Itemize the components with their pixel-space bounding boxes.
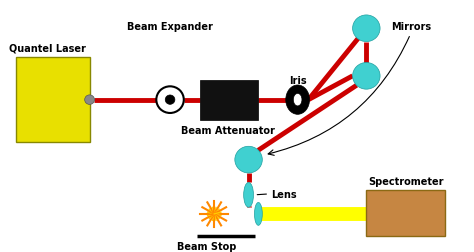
Text: Beam Attenuator: Beam Attenuator: [181, 126, 275, 136]
Circle shape: [353, 63, 380, 90]
Circle shape: [353, 16, 380, 42]
Ellipse shape: [286, 86, 310, 115]
Text: Beam Stop: Beam Stop: [177, 241, 236, 251]
Ellipse shape: [244, 183, 254, 207]
Text: Iris: Iris: [289, 76, 307, 86]
Circle shape: [235, 147, 262, 173]
Text: Beam Expander: Beam Expander: [127, 22, 213, 32]
Ellipse shape: [293, 94, 302, 107]
Text: Mirrors: Mirrors: [391, 22, 431, 32]
Text: Lens: Lens: [271, 189, 297, 199]
Bar: [16, 58, 90, 143]
Circle shape: [156, 87, 184, 113]
Circle shape: [165, 96, 175, 105]
Bar: [200, 80, 258, 120]
Text: Spectrometer: Spectrometer: [368, 177, 443, 186]
Ellipse shape: [255, 203, 262, 225]
Text: Quantel Laser: Quantel Laser: [9, 43, 86, 53]
Bar: [366, 190, 445, 236]
Circle shape: [85, 96, 94, 105]
